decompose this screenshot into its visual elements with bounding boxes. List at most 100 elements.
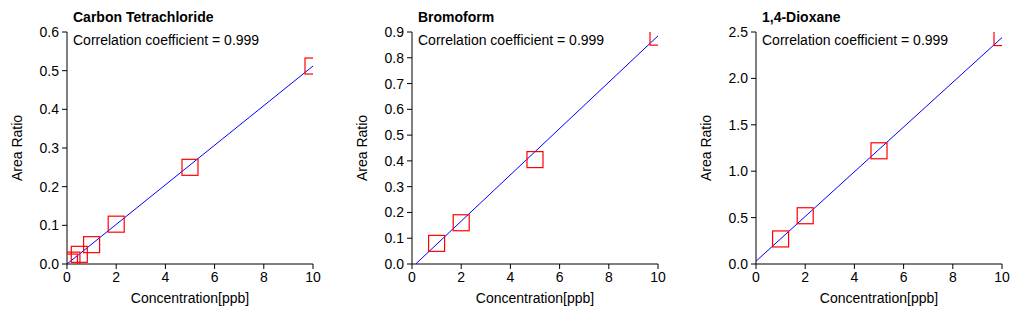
annotation: Correlation coefficient = 0.999 xyxy=(73,32,259,48)
y-tick-label: 1.5 xyxy=(729,117,749,133)
y-tick-label: 0.2 xyxy=(385,204,405,220)
y-tick xyxy=(407,212,412,213)
y-tick xyxy=(751,78,756,79)
data-point xyxy=(871,143,887,159)
data-point xyxy=(429,235,445,251)
x-tick-label: 10 xyxy=(994,269,1010,285)
y-tick-label: 0.0 xyxy=(729,256,749,272)
x-tick-label: 0 xyxy=(408,269,416,285)
y-tick-label: 2.0 xyxy=(729,70,749,86)
x-axis xyxy=(67,264,313,265)
y-tick xyxy=(407,264,412,265)
y-tick xyxy=(751,264,756,265)
y-tick-label: 0.4 xyxy=(385,153,405,169)
y-tick xyxy=(407,57,412,58)
x-tick-label: 4 xyxy=(507,269,515,285)
y-axis xyxy=(412,32,413,264)
y-tick-label: 0.6 xyxy=(385,101,405,117)
data-point xyxy=(527,152,543,168)
chart-panel: 0 2 4 6 8 10 0.0 0.1 0.2 0.3 0.4 0.5 0.6 Concentratio… xyxy=(9,9,321,306)
y-tick-label: 0.7 xyxy=(385,76,405,92)
y-axis-label: Area Ratio xyxy=(354,115,370,181)
y-axis xyxy=(756,32,757,264)
y-tick-label: 1.0 xyxy=(729,163,749,179)
y-tick-label: 2.5 xyxy=(729,24,749,40)
y-tick xyxy=(62,148,67,149)
x-tick-label: 4 xyxy=(851,269,859,285)
y-tick xyxy=(407,32,412,33)
fit-line xyxy=(67,66,313,264)
x-tick-label: 2 xyxy=(801,269,809,285)
x-tick-label: 2 xyxy=(457,269,465,285)
x-tick-label: 8 xyxy=(605,269,613,285)
y-tick xyxy=(751,32,756,33)
y-tick xyxy=(62,109,67,110)
data-point xyxy=(773,231,789,247)
y-tick-label: 0.5 xyxy=(385,127,405,143)
data-point xyxy=(84,237,100,253)
x-tick-label: 4 xyxy=(162,269,170,285)
y-tick-label: 0.8 xyxy=(385,50,405,66)
y-tick xyxy=(62,186,67,187)
x-axis-label: Concentration[ppb] xyxy=(820,290,938,306)
data-point xyxy=(71,246,87,262)
annotation: Correlation coefficient = 0.999 xyxy=(762,32,948,48)
y-tick xyxy=(407,83,412,84)
annotation: Correlation coefficient = 0.999 xyxy=(418,32,604,48)
y-tick xyxy=(407,238,412,239)
y-tick xyxy=(62,70,67,71)
x-tick-label: 6 xyxy=(556,269,564,285)
y-tick xyxy=(62,264,67,265)
y-tick-label: 0.3 xyxy=(40,140,60,156)
y-tick xyxy=(62,32,67,33)
y-tick-label: 0.5 xyxy=(40,63,60,79)
data-point xyxy=(453,215,469,231)
x-tick-label: 0 xyxy=(752,269,760,285)
y-tick-label: 0.2 xyxy=(40,179,60,195)
figure: 0 2 4 6 8 10 0.0 0.1 0.2 0.3 0.4 0.5 0.6 Concentratio… xyxy=(0,0,1020,315)
chart-title: Bromoform xyxy=(418,9,494,25)
plot-area xyxy=(416,32,658,264)
y-tick-label: 0.5 xyxy=(729,210,749,226)
y-tick xyxy=(407,109,412,110)
data-point xyxy=(797,208,813,224)
x-axis xyxy=(756,264,1002,265)
y-tick xyxy=(751,217,756,218)
fit-line xyxy=(416,36,658,264)
x-tick-label: 2 xyxy=(112,269,120,285)
y-tick-label: 0.1 xyxy=(385,230,405,246)
data-point xyxy=(994,32,1002,46)
y-axis-label: Area Ratio xyxy=(9,115,25,181)
fit-line xyxy=(756,38,1002,262)
y-tick-label: 0.4 xyxy=(40,101,60,117)
data-point xyxy=(305,58,313,74)
y-tick-label: 0.0 xyxy=(40,256,60,272)
x-tick-label: 0 xyxy=(63,269,71,285)
x-tick-label: 8 xyxy=(260,269,268,285)
y-tick-label: 0.0 xyxy=(385,256,405,272)
x-tick-label: 10 xyxy=(305,269,321,285)
chart-panel: 02468100.00.10.20.30.40.50.60.70.80.9Con… xyxy=(354,9,666,306)
x-tick-label: 6 xyxy=(900,269,908,285)
y-tick-label: 0.9 xyxy=(385,24,405,40)
y-tick-label: 0.1 xyxy=(40,217,60,233)
y-tick xyxy=(62,225,67,226)
data-point xyxy=(108,216,124,232)
chart-title: Carbon Tetrachloride xyxy=(73,9,214,25)
data-point xyxy=(650,32,658,45)
chart-title: 1,4-Dioxane xyxy=(762,9,841,25)
y-tick-label: 0.6 xyxy=(40,24,60,40)
x-axis xyxy=(412,264,658,265)
y-axis-label: Area Ratio xyxy=(698,115,714,181)
x-axis-label: Concentration[ppb] xyxy=(131,290,249,306)
x-tick-label: 10 xyxy=(650,269,666,285)
y-tick xyxy=(407,160,412,161)
x-axis-label: Concentration[ppb] xyxy=(476,290,594,306)
data-point xyxy=(182,159,198,175)
x-tick-label: 6 xyxy=(211,269,219,285)
plot-area xyxy=(756,32,1002,261)
plot-area xyxy=(67,58,313,264)
x-tick-label: 8 xyxy=(949,269,957,285)
y-tick xyxy=(407,135,412,136)
chart-panel: 0 2 4 6 8 10 0.0 0.5 1.0 1.5 2.0 2.5 Concentration[p… xyxy=(698,9,1010,306)
